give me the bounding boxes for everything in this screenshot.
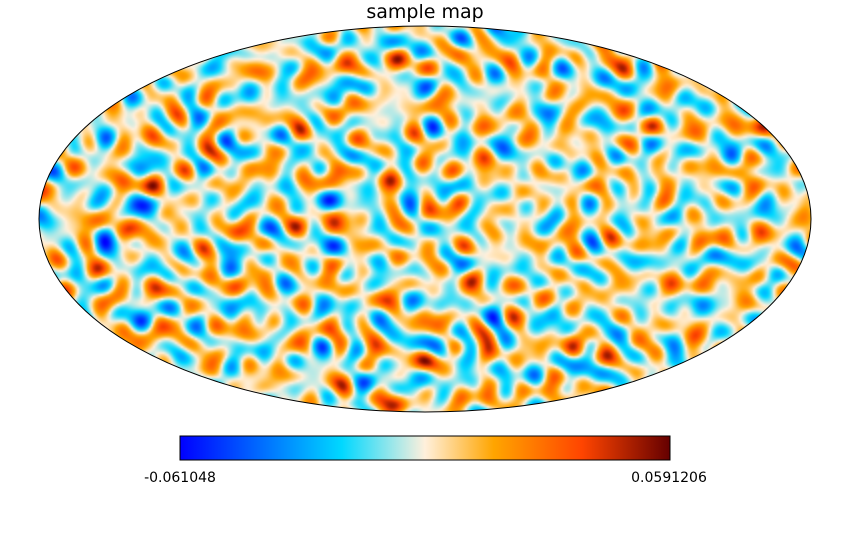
- map-pixels: [39, 26, 811, 412]
- chart-title: sample map: [366, 1, 483, 23]
- colorbar: [179, 435, 671, 461]
- map-area: [39, 26, 811, 412]
- map-boundary: [38, 25, 812, 413]
- colorbar-max-label: 0.0591206: [631, 470, 707, 486]
- colorbar-min-label: -0.061048: [144, 470, 216, 486]
